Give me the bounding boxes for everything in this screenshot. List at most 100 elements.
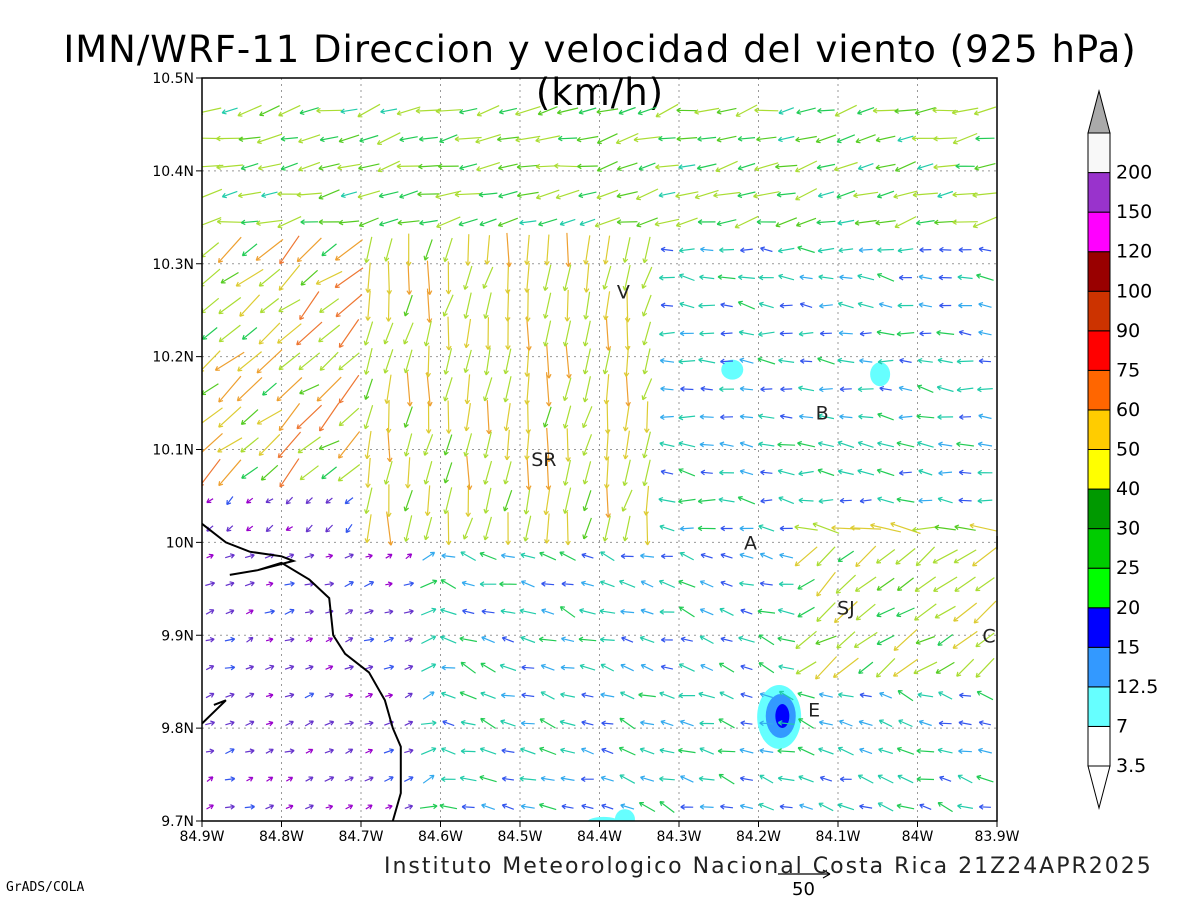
wind-vector [978, 720, 992, 726]
colorbar-label: 60 [1116, 399, 1140, 421]
speed-shading [587, 359, 891, 821]
wind-vector [524, 430, 530, 460]
wind-vector [501, 803, 515, 810]
wind-vector [635, 188, 659, 201]
wind-vector [616, 219, 638, 225]
wind-vector [383, 349, 394, 374]
wind-vector [972, 192, 997, 198]
wind-vector [978, 804, 991, 810]
wind-vector [261, 191, 278, 198]
wind-vector [237, 351, 262, 372]
wind-vector [601, 803, 614, 810]
wind-vector [423, 434, 434, 456]
x-tick-label: 84.7W [338, 829, 383, 845]
wind-vector [486, 400, 492, 435]
wind-vector [737, 191, 756, 199]
calm-area-cyan [721, 359, 744, 380]
wind-vector [720, 803, 734, 810]
wind-vector [225, 720, 235, 726]
wind-vector [479, 747, 497, 755]
wind-vector [378, 191, 399, 199]
wind-vector [622, 402, 630, 432]
wind-vector [460, 661, 476, 674]
wind-vector [298, 161, 321, 172]
wind-vector [720, 330, 733, 337]
wind-vector [440, 579, 457, 590]
wind-vector [285, 526, 293, 531]
wind-vector [296, 237, 322, 263]
wind-vector [225, 804, 235, 810]
wind-vector [775, 164, 798, 170]
wind-vector [760, 386, 773, 393]
wind-vector [758, 662, 775, 674]
wind-vector [958, 497, 972, 504]
wind-vector [625, 372, 631, 407]
wind-vector [316, 376, 342, 402]
colorbar-bottom-arrow [1087, 765, 1111, 810]
wind-vector [265, 498, 274, 504]
wind-vector [524, 373, 530, 405]
wind-vector [676, 107, 698, 114]
wind-vector [364, 720, 374, 727]
wind-vector [859, 330, 872, 337]
wind-vector [440, 776, 456, 783]
wind-vector [305, 524, 313, 533]
wind-vector [603, 374, 610, 405]
wind-vector [659, 691, 675, 699]
wind-vector [344, 553, 354, 559]
wind-vector [345, 609, 354, 615]
colorbar-swatch [1087, 488, 1111, 530]
wind-vector [386, 511, 394, 546]
wind-vector [720, 358, 734, 365]
wind-vector [565, 511, 571, 546]
wind-vector [915, 635, 936, 645]
city-label-a: A [744, 532, 757, 554]
colorbar-swatch [1087, 132, 1111, 174]
wind-vector [932, 549, 958, 564]
wind-vector [818, 386, 833, 393]
wind-vector [279, 235, 300, 265]
wind-vector [739, 441, 754, 448]
wind-vector [503, 461, 512, 485]
wind-vector [857, 301, 874, 309]
colorbar-label: 150 [1116, 201, 1152, 223]
wind-vector [737, 496, 756, 505]
wind-vector [859, 498, 872, 504]
wind-vector [776, 191, 796, 198]
wind-vector [839, 497, 852, 504]
wind-vector [543, 320, 552, 347]
wind-vector [850, 525, 882, 531]
wind-vector [658, 135, 676, 142]
wind-vector [600, 692, 615, 698]
wind-vector [538, 636, 557, 643]
wind-vector [524, 345, 530, 377]
wind-vector [338, 134, 360, 144]
wind-vector [519, 775, 537, 782]
wind-vector [582, 434, 593, 456]
colorbar-swatch [1087, 607, 1111, 648]
wind-vector [877, 802, 894, 812]
wind-vector [420, 607, 437, 616]
wind-vector [440, 607, 457, 616]
wind-vector [365, 692, 373, 699]
wind-vector [241, 327, 258, 340]
wind-vector [454, 136, 482, 142]
colorbar-swatch [1087, 567, 1111, 609]
wind-vector [225, 692, 235, 698]
wind-vector [206, 804, 214, 810]
wind-vector [897, 690, 914, 702]
wind-vector [838, 719, 853, 727]
wind-vector [202, 458, 221, 486]
wind-vector [914, 576, 937, 592]
wind-vector [565, 344, 572, 379]
wind-vector [345, 523, 353, 534]
wind-vector [385, 553, 393, 559]
wind-vector [601, 747, 614, 755]
wind-vector [206, 498, 214, 504]
wind-vector [480, 691, 496, 699]
wind-vector [520, 720, 535, 727]
wind-vector [956, 441, 974, 447]
wind-vector [345, 637, 354, 643]
wind-vector [538, 218, 558, 227]
colorbar-swatch [1087, 211, 1111, 253]
